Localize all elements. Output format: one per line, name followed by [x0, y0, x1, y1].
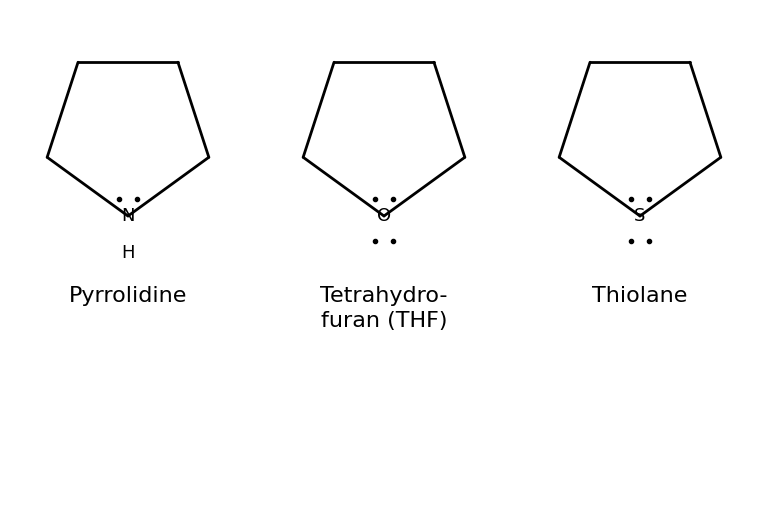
- Text: Pyrrolidine: Pyrrolidine: [69, 286, 187, 306]
- Text: S: S: [634, 207, 646, 225]
- Text: N: N: [121, 207, 134, 225]
- Text: Thiolane: Thiolane: [592, 286, 687, 306]
- Text: H: H: [121, 244, 134, 262]
- Text: Tetrahydro-
furan (THF): Tetrahydro- furan (THF): [320, 286, 448, 331]
- Text: O: O: [377, 207, 391, 225]
